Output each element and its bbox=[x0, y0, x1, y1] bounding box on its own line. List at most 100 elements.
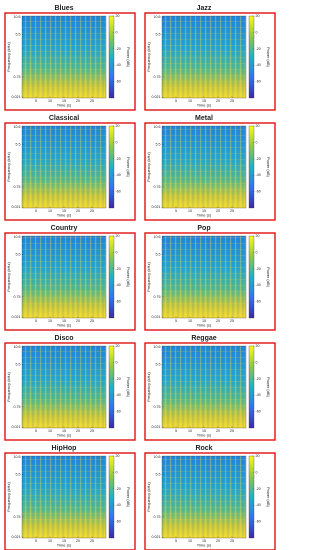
x-tick-label: 10 bbox=[48, 319, 52, 323]
x-tick-label: 25 bbox=[230, 539, 234, 543]
x-tick-label: 25 bbox=[90, 319, 94, 323]
x-tick-label: 25 bbox=[230, 429, 234, 433]
frame bbox=[4, 342, 136, 441]
y-tick-label: 0.75 bbox=[14, 405, 21, 409]
x-tick-label: 5 bbox=[35, 99, 37, 103]
colorbar-tick-label: -60 bbox=[116, 190, 121, 194]
y-tick-label: 5.5 bbox=[156, 142, 161, 146]
colorbar-label: Power (dB) bbox=[266, 487, 271, 508]
colorbar-tick-label: -60 bbox=[116, 300, 121, 304]
x-axis-label: Time (s) bbox=[57, 433, 72, 438]
y-tick-label: 10.6 bbox=[154, 235, 161, 239]
colorbar-tick-label: 0 bbox=[256, 30, 258, 34]
spectrogram-texture bbox=[162, 346, 246, 428]
colorbar-tick-label: 20 bbox=[116, 454, 120, 458]
y-axis-label: Frequency (kHz) bbox=[146, 482, 151, 512]
frame bbox=[4, 12, 136, 111]
y-axis-label: Frequency (kHz) bbox=[6, 372, 11, 402]
x-axis-label: Time (s) bbox=[57, 103, 72, 108]
colorbar-tick-label: 0 bbox=[116, 30, 118, 34]
y-tick-label: 10.6 bbox=[154, 345, 161, 349]
y-axis-label: Frequency (kHz) bbox=[146, 262, 151, 292]
colorbar-tick-label: -40 bbox=[116, 173, 121, 177]
colorbar-tick-label: 20 bbox=[256, 344, 260, 348]
colorbar bbox=[108, 345, 115, 429]
x-tick-label: 15 bbox=[202, 539, 206, 543]
x-tick-label: 25 bbox=[230, 209, 234, 213]
colorbar-label: Power (dB) bbox=[266, 157, 271, 178]
y-tick-label: 0.75 bbox=[154, 185, 161, 189]
x-tick-label: 10 bbox=[188, 209, 192, 213]
x-tick-label: 25 bbox=[90, 429, 94, 433]
x-tick-label: 15 bbox=[202, 209, 206, 213]
y-axis-label: Frequency (kHz) bbox=[6, 482, 11, 512]
x-tick-label: 10 bbox=[48, 99, 52, 103]
y-tick-label: 5.5 bbox=[156, 32, 161, 36]
colorbar-tick-label: 20 bbox=[116, 344, 120, 348]
frame bbox=[4, 452, 136, 550]
colorbar-tick-label: 0 bbox=[116, 250, 118, 254]
colorbar-tick-label: -20 bbox=[256, 157, 261, 161]
colorbar-tick-label: -40 bbox=[256, 173, 261, 177]
colorbar-tick-label: 20 bbox=[116, 124, 120, 128]
x-tick-label: 5 bbox=[35, 429, 37, 433]
x-axis-label: Time (s) bbox=[197, 323, 212, 328]
y-tick-label: 0.75 bbox=[154, 405, 161, 409]
x-tick-label: 20 bbox=[76, 319, 80, 323]
colorbar-tick-label: 0 bbox=[116, 140, 118, 144]
colorbar-tick-label: -40 bbox=[116, 393, 121, 397]
frame bbox=[4, 232, 136, 331]
y-tick-label: 10.6 bbox=[14, 125, 21, 129]
x-tick-label: 20 bbox=[76, 209, 80, 213]
y-tick-label: 0.75 bbox=[154, 75, 161, 79]
y-axis-label: Frequency (kHz) bbox=[6, 262, 11, 292]
y-tick-label: 0.021 bbox=[152, 205, 161, 209]
colorbar-tick-label: 20 bbox=[256, 454, 260, 458]
y-tick-label: 0.75 bbox=[154, 515, 161, 519]
y-tick-label: 10.6 bbox=[154, 125, 161, 129]
x-tick-label: 15 bbox=[202, 99, 206, 103]
y-tick-label: 0.021 bbox=[12, 95, 21, 99]
chart-title: Jazz bbox=[197, 5, 212, 12]
spectrogram-texture bbox=[22, 126, 106, 208]
colorbar-tick-label: 0 bbox=[256, 470, 258, 474]
x-tick-label: 10 bbox=[188, 429, 192, 433]
colorbar-label: Power (dB) bbox=[266, 267, 271, 288]
y-tick-label: 10.6 bbox=[14, 235, 21, 239]
y-tick-label: 0.75 bbox=[14, 515, 21, 519]
colorbar bbox=[108, 125, 115, 209]
chart-title: Reggae bbox=[191, 335, 216, 342]
x-tick-label: 5 bbox=[35, 539, 37, 543]
y-tick-label: 5.5 bbox=[156, 472, 161, 476]
colorbar-tick-label: 0 bbox=[116, 470, 118, 474]
x-tick-label: 20 bbox=[216, 99, 220, 103]
colorbar bbox=[108, 455, 115, 539]
colorbar-tick-label: 20 bbox=[116, 14, 120, 18]
chart-title: Metal bbox=[195, 115, 213, 122]
y-axis-label: Frequency (kHz) bbox=[6, 152, 11, 182]
y-axis-label: Frequency (kHz) bbox=[146, 372, 151, 402]
colorbar-label: Power (dB) bbox=[266, 47, 271, 68]
y-tick-label: 5.5 bbox=[16, 362, 21, 366]
colorbar-tick-label: -20 bbox=[116, 267, 121, 271]
colorbar bbox=[248, 235, 255, 319]
colorbar-tick-label: -40 bbox=[256, 283, 261, 287]
spectrogram-texture bbox=[162, 16, 246, 98]
colorbar-tick-label: -60 bbox=[256, 410, 261, 414]
colorbar-tick-label: 20 bbox=[256, 14, 260, 18]
x-tick-label: 15 bbox=[62, 429, 66, 433]
x-tick-label: 20 bbox=[216, 539, 220, 543]
y-axis-label: Frequency (kHz) bbox=[146, 42, 151, 72]
frame bbox=[144, 122, 276, 221]
y-tick-label: 10.6 bbox=[154, 15, 161, 19]
chart-title: Rock bbox=[195, 445, 212, 452]
x-tick-label: 25 bbox=[90, 539, 94, 543]
x-tick-label: 10 bbox=[188, 99, 192, 103]
chart-title: Pop bbox=[197, 225, 210, 232]
colorbar-tick-label: -40 bbox=[116, 63, 121, 67]
y-tick-label: 5.5 bbox=[16, 32, 21, 36]
x-tick-label: 15 bbox=[202, 319, 206, 323]
frame bbox=[144, 342, 276, 441]
x-tick-label: 25 bbox=[230, 319, 234, 323]
spectrogram-texture bbox=[162, 236, 246, 318]
